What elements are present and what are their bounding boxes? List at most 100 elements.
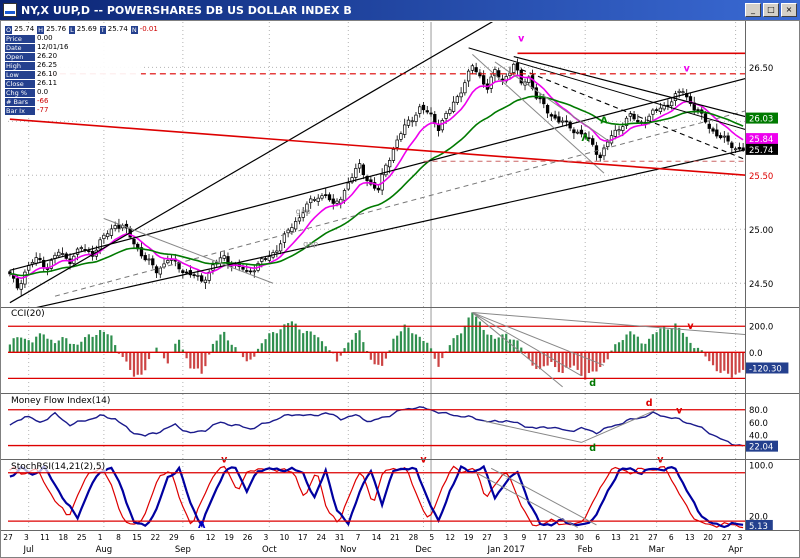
axis-label: 5.13: [749, 522, 768, 532]
axis-label: 25.84: [749, 135, 773, 145]
x-tick-label: 31: [335, 533, 345, 542]
chart-annotation: v: [518, 33, 525, 44]
legend-value: 25.74: [14, 25, 35, 33]
mfi-line-layer: [9, 406, 744, 447]
chart-annotation: A: [600, 115, 608, 126]
x-tick-label: 27: [3, 533, 13, 542]
legend-value: 0.00: [37, 34, 53, 42]
x-tick-label: 27: [722, 533, 732, 542]
candles-layer: [8, 58, 745, 296]
legend-value: 26.25: [37, 61, 58, 69]
legend-key: N: [130, 25, 138, 34]
x-axis-layer: 27 3 11 18 25 1 8 15 22 29 6 12 19 26 3 10 17 24 31 7 14 21 28…: [3, 533, 743, 555]
axis-label: 60.0: [749, 419, 768, 429]
x-month-label: Oct: [262, 545, 277, 555]
ohlc-legend: O 25.74 H 25.76 L 25.69 T 25.74 N -0.01 Price…: [3, 24, 158, 116]
axis-label: 25.74: [749, 146, 773, 156]
axis-label: 25.00: [749, 226, 773, 236]
x-tick-label: 27: [648, 533, 658, 542]
mfi-panel-title: Money Flow Index(14): [10, 396, 112, 406]
legend-key: T: [99, 25, 106, 34]
axis-label: 26.03: [749, 115, 773, 125]
x-tick-label: 11: [40, 533, 50, 542]
legend-key: Close: [5, 79, 35, 88]
chart-annotation: v: [676, 405, 683, 416]
axis-label: 200.0: [749, 323, 773, 333]
legend-key: H: [37, 25, 45, 34]
minimize-button[interactable]: _: [745, 3, 761, 17]
x-tick-label: 17: [298, 533, 308, 542]
x-tick-label: 3: [738, 533, 743, 542]
legend-key: # Bars: [5, 97, 35, 106]
x-tick-label: 6: [595, 533, 600, 542]
x-month-label: Apr: [728, 545, 743, 555]
legend-row: Date 12/01/16: [5, 43, 139, 52]
legend-value: 26.10: [37, 70, 58, 78]
x-month-label: Mar: [649, 545, 666, 555]
x-month-label: Nov: [340, 545, 357, 555]
legend-row: Open 26.20: [5, 52, 139, 61]
chart-annotation: v: [657, 455, 664, 466]
close-button[interactable]: ×: [781, 3, 797, 17]
x-tick-label: 3: [503, 533, 508, 542]
legend-key: O: [5, 25, 13, 34]
x-month-label: Feb: [578, 545, 593, 555]
legend-row: # Bars -66: [5, 97, 139, 106]
legend-value: 26.11: [37, 79, 58, 87]
legend-row: Chg % 0.0: [5, 88, 139, 97]
axis-label: 20.0: [749, 513, 768, 523]
chart-annotation: gap: [296, 207, 311, 216]
legend-value: 25.76: [46, 25, 67, 33]
axis-label: 80.0: [749, 406, 768, 416]
x-tick-label: 14: [372, 533, 382, 542]
x-tick-label: 19: [464, 533, 474, 542]
axis-label: -120.30: [749, 364, 782, 374]
axis-label: 22.04: [749, 443, 773, 453]
x-tick-label: 7: [356, 533, 361, 542]
window-title: NY,X UUP,D -- POWERSHARES DB US DOLLAR I…: [21, 3, 352, 17]
x-tick-label: 23: [556, 533, 566, 542]
legend-value: 0.0: [37, 88, 49, 96]
x-month-label: Aug: [96, 545, 113, 555]
legend-row: Bar Ix -77: [5, 106, 139, 115]
legend-value: 26.20: [37, 52, 58, 60]
x-tick-label: 8: [116, 533, 121, 542]
legend-quote-row: O 25.74 H 25.76 L 25.69 T 25.74 N -0.01: [5, 25, 158, 34]
legend-key: High: [5, 61, 35, 70]
x-tick-label: 1: [98, 533, 103, 542]
x-tick-label: 12: [206, 533, 216, 542]
x-tick-label: 29: [169, 533, 179, 542]
chart-annotation: Λ: [198, 520, 206, 531]
chart-annotation: Λ: [582, 133, 590, 144]
x-tick-label: 3: [264, 533, 269, 542]
x-tick-label: 9: [522, 533, 527, 542]
window-controls: _ □ ×: [745, 3, 797, 17]
axis-label: 40.0: [749, 431, 768, 441]
legend-key: Chg %: [5, 88, 35, 97]
x-tick-label: 30: [574, 533, 584, 542]
cci-histogram-layer: [8, 312, 745, 380]
axis-label: 25.50: [749, 172, 773, 182]
x-month-label: Sep: [175, 545, 191, 555]
chart-annotation: v: [420, 455, 427, 466]
x-month-label: Jul: [23, 545, 34, 555]
legend-row: Close 26.11: [5, 79, 139, 88]
legend-key: Date: [5, 43, 35, 52]
x-tick-label: 3: [24, 533, 29, 542]
legend-value: -77: [37, 106, 49, 114]
level-lines-layer: [8, 325, 745, 522]
title-bar[interactable]: NY,X UUP,D -- POWERSHARES DB US DOLLAR I…: [0, 0, 800, 20]
chart-annotation: d: [589, 378, 596, 389]
x-month-label: Dec: [415, 545, 432, 555]
legend-value: 25.74: [107, 25, 128, 33]
chart-annotation: gap: [303, 240, 318, 249]
chart-annotation: v: [684, 64, 691, 75]
x-tick-label: 13: [611, 533, 621, 542]
legend-key: L: [69, 25, 75, 34]
legend-row: High 26.25: [5, 61, 139, 70]
maximize-button[interactable]: □: [763, 3, 779, 17]
